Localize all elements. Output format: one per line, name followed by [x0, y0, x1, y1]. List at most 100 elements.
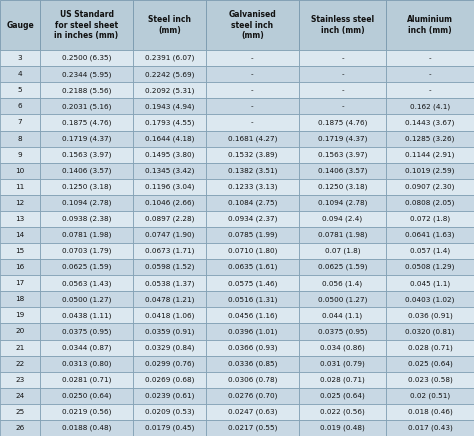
Bar	[386, 195, 474, 211]
Bar	[0, 227, 40, 243]
Text: 0.044 (1.1): 0.044 (1.1)	[322, 312, 363, 319]
Text: 0.0500 (1.27): 0.0500 (1.27)	[318, 296, 367, 303]
Bar	[386, 307, 474, 324]
Text: 3: 3	[18, 55, 22, 61]
Bar	[133, 50, 206, 66]
Bar	[40, 146, 133, 163]
Bar	[133, 275, 206, 291]
Bar	[0, 50, 40, 66]
Text: 0.025 (0.64): 0.025 (0.64)	[320, 392, 365, 399]
Text: 0.1345 (3.42): 0.1345 (3.42)	[145, 167, 194, 174]
Text: 5: 5	[18, 87, 22, 93]
Bar	[0, 82, 40, 99]
Text: 0.072 (1.8): 0.072 (1.8)	[410, 216, 450, 222]
Text: 0.0366 (0.93): 0.0366 (0.93)	[228, 344, 277, 351]
Text: 0.018 (0.46): 0.018 (0.46)	[408, 409, 453, 415]
Text: 0.0508 (1.29): 0.0508 (1.29)	[405, 264, 455, 270]
Bar	[133, 99, 206, 114]
Bar	[206, 356, 299, 371]
Text: Steel inch
(mm): Steel inch (mm)	[148, 15, 191, 35]
Text: 0.1719 (4.37): 0.1719 (4.37)	[62, 135, 111, 142]
Text: 0.057 (1.4): 0.057 (1.4)	[410, 248, 450, 254]
Bar	[40, 371, 133, 388]
Bar	[299, 259, 386, 275]
Bar	[299, 66, 386, 82]
Text: 0.031 (0.79): 0.031 (0.79)	[320, 361, 365, 367]
Bar	[299, 227, 386, 243]
Text: 10: 10	[16, 168, 25, 174]
Bar	[0, 259, 40, 275]
Bar	[299, 388, 386, 404]
Bar	[386, 243, 474, 259]
Text: 0.0188 (0.48): 0.0188 (0.48)	[62, 425, 111, 431]
Bar	[133, 356, 206, 371]
Bar	[206, 324, 299, 340]
Bar	[133, 420, 206, 436]
Text: 0.0276 (0.70): 0.0276 (0.70)	[228, 392, 277, 399]
Bar	[133, 227, 206, 243]
Text: 0.0250 (0.64): 0.0250 (0.64)	[62, 392, 111, 399]
Text: 0.1532 (3.89): 0.1532 (3.89)	[228, 151, 277, 158]
Bar	[40, 291, 133, 307]
Text: 0.045 (1.1): 0.045 (1.1)	[410, 280, 450, 286]
Bar	[40, 195, 133, 211]
Bar	[0, 66, 40, 82]
Text: 0.1875 (4.76): 0.1875 (4.76)	[62, 119, 111, 126]
Text: 6: 6	[18, 103, 22, 109]
Bar	[133, 243, 206, 259]
Bar	[299, 371, 386, 388]
Bar	[0, 163, 40, 179]
Bar	[0, 324, 40, 340]
Text: 0.1406 (3.57): 0.1406 (3.57)	[62, 167, 111, 174]
Text: 0.0375 (0.95): 0.0375 (0.95)	[318, 328, 367, 335]
Bar	[0, 340, 40, 356]
Bar	[206, 66, 299, 82]
Text: 0.0336 (0.85): 0.0336 (0.85)	[228, 361, 277, 367]
Bar	[40, 307, 133, 324]
Bar	[40, 130, 133, 146]
Bar	[386, 340, 474, 356]
Bar	[386, 324, 474, 340]
Bar	[299, 82, 386, 99]
Bar	[386, 130, 474, 146]
Bar	[299, 324, 386, 340]
Bar	[40, 388, 133, 404]
Bar	[133, 114, 206, 130]
Text: -: -	[341, 71, 344, 77]
Bar	[133, 340, 206, 356]
Bar	[133, 82, 206, 99]
Bar	[299, 146, 386, 163]
Bar	[0, 211, 40, 227]
Text: 0.0396 (1.01): 0.0396 (1.01)	[228, 328, 277, 335]
Text: 0.0239 (0.61): 0.0239 (0.61)	[145, 392, 194, 399]
Bar	[0, 195, 40, 211]
Text: 0.1285 (3.26): 0.1285 (3.26)	[405, 135, 455, 142]
Text: -: -	[251, 71, 254, 77]
Text: Gauge: Gauge	[6, 20, 34, 30]
Text: -: -	[429, 71, 431, 77]
Text: 0.02 (0.51): 0.02 (0.51)	[410, 392, 450, 399]
Bar	[206, 195, 299, 211]
Bar	[206, 50, 299, 66]
Text: 0.0438 (1.11): 0.0438 (1.11)	[62, 312, 111, 319]
Bar	[206, 163, 299, 179]
Bar	[386, 82, 474, 99]
Bar	[206, 99, 299, 114]
Text: 0.0456 (1.16): 0.0456 (1.16)	[228, 312, 277, 319]
Bar	[206, 82, 299, 99]
Bar	[133, 146, 206, 163]
Bar	[0, 0, 40, 50]
Text: 0.0673 (1.71): 0.0673 (1.71)	[145, 248, 194, 254]
Bar	[0, 99, 40, 114]
Text: 0.022 (0.56): 0.022 (0.56)	[320, 409, 365, 415]
Bar	[386, 275, 474, 291]
Text: 0.017 (0.43): 0.017 (0.43)	[408, 425, 453, 431]
Text: 0.162 (4.1): 0.162 (4.1)	[410, 103, 450, 110]
Text: 0.034 (0.86): 0.034 (0.86)	[320, 344, 365, 351]
Bar	[40, 420, 133, 436]
Bar	[206, 371, 299, 388]
Bar	[299, 99, 386, 114]
Bar	[133, 388, 206, 404]
Bar	[133, 163, 206, 179]
Text: Galvanised
steel inch
(mm): Galvanised steel inch (mm)	[228, 10, 276, 40]
